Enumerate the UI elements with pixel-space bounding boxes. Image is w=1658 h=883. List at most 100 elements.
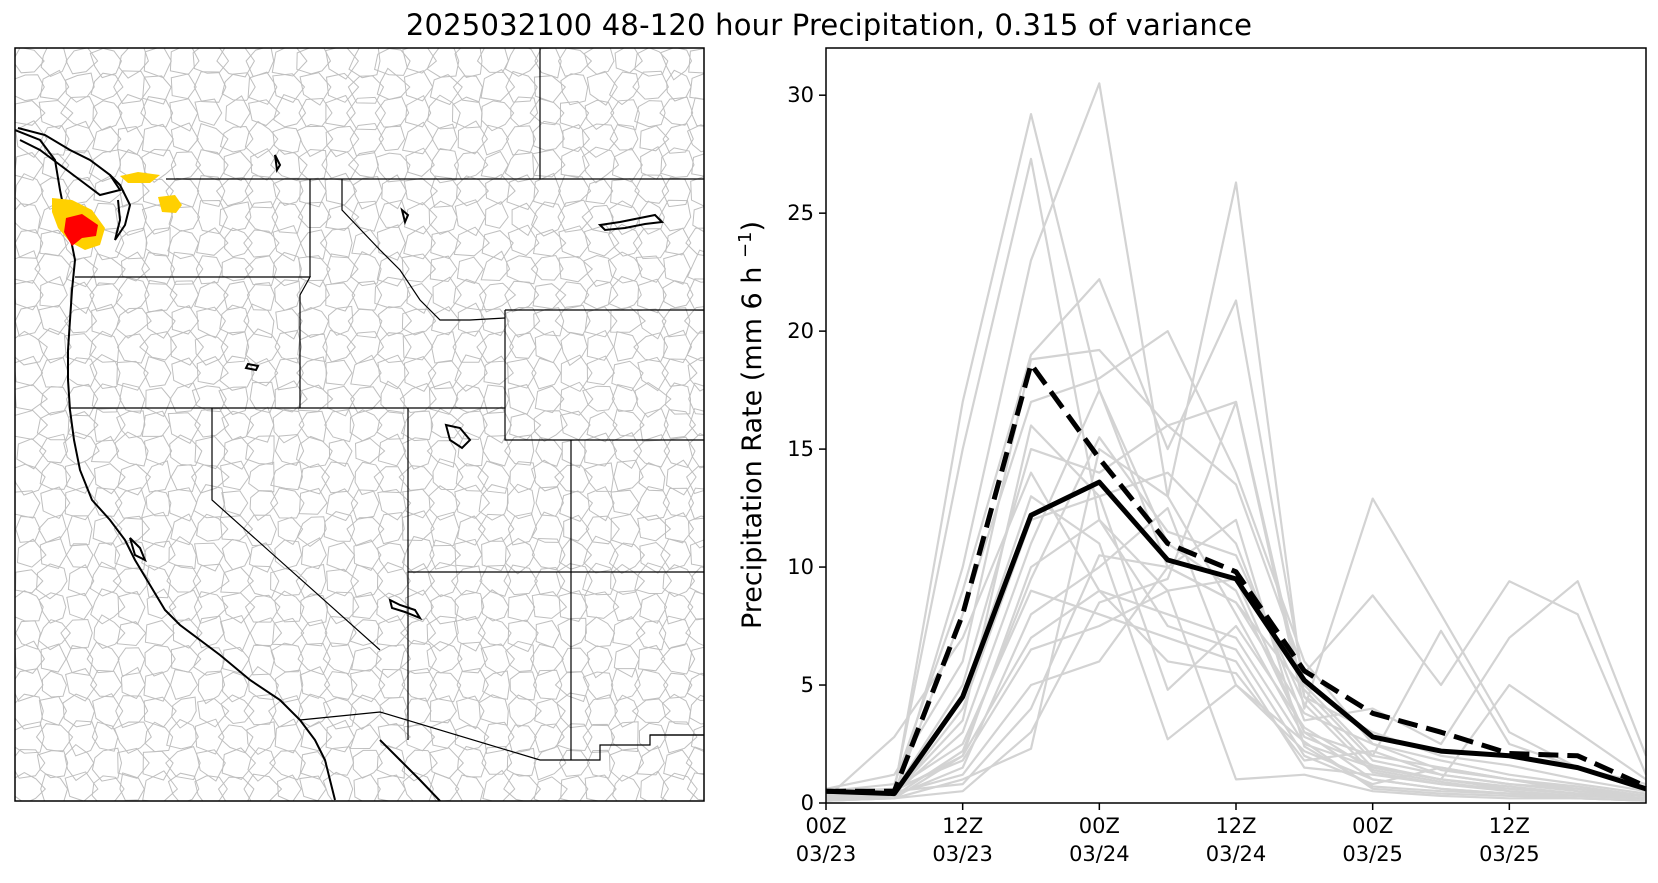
basin-outline [559, 100, 590, 130]
basin-outline [663, 749, 693, 781]
basin-outline [402, 771, 434, 801]
basin-outline [685, 227, 704, 256]
basin-outline [323, 671, 358, 700]
basin-outline [398, 465, 434, 491]
basin-outline [555, 563, 593, 596]
basin-outline [456, 668, 489, 702]
basin-outline [35, 563, 68, 600]
basin-outline [64, 771, 99, 801]
basin-outline [353, 774, 381, 801]
basin-outline [274, 433, 305, 466]
basin-outline [481, 745, 513, 775]
basin-outline [248, 461, 275, 493]
y-tick-label: 25 [787, 201, 814, 225]
basin-outline [15, 620, 41, 650]
basin-outline [380, 380, 405, 415]
basin-outline [275, 308, 303, 340]
basin-outline [37, 619, 71, 651]
basin-outline [145, 564, 172, 599]
basin-outline [585, 515, 620, 545]
basin-outline [90, 435, 120, 463]
basin-outline [612, 615, 646, 647]
basin-outline [637, 644, 666, 672]
basin-outline [297, 642, 331, 676]
basin-outline [479, 564, 512, 597]
basin-outline [60, 618, 93, 650]
basin-outline [404, 94, 432, 128]
basin-outline [247, 71, 278, 105]
basin-outline [663, 329, 693, 364]
basin-outline [248, 542, 276, 573]
basin-outline [453, 226, 490, 257]
basin-outline [324, 615, 357, 648]
basin-outline [585, 178, 614, 205]
basin-outline [531, 537, 566, 571]
basin-outline [453, 151, 489, 181]
basin-outline [193, 71, 227, 103]
basin-outline [479, 282, 517, 313]
basin-outline [506, 174, 539, 211]
basin-outline [531, 459, 565, 492]
basin-outline [146, 588, 177, 620]
basin-outline [374, 48, 411, 76]
basin-outline [454, 384, 485, 413]
basin-outline [245, 48, 275, 78]
ensemble-member-line-8 [825, 471, 1648, 800]
basin-outline [608, 71, 640, 106]
basin-outline [562, 123, 591, 153]
basin-outline [403, 724, 436, 752]
basin-outline [428, 380, 459, 415]
basin-outline [349, 694, 385, 731]
basin-outline [300, 619, 328, 647]
basin-outline [689, 539, 704, 567]
basin-outline [196, 749, 226, 782]
x-tick-label-time: 00Z [1352, 814, 1393, 838]
basin-outline [298, 255, 331, 288]
basin-outline [15, 693, 44, 730]
x-tick-label-time: 12Z [1215, 814, 1256, 838]
basin-outline [505, 306, 541, 338]
basin-outline [608, 275, 642, 310]
basin-outline [586, 645, 613, 679]
basin-outline [41, 125, 70, 156]
basin-outline [115, 276, 150, 314]
basin-outline [507, 358, 537, 389]
x-tick-label-time: 00Z [1079, 814, 1120, 838]
basin-outline [509, 671, 537, 701]
basin-outline [685, 465, 704, 495]
basin-outline [297, 333, 328, 363]
basin-outline [582, 671, 614, 701]
basin-outline [222, 671, 249, 703]
basin-outline [554, 304, 591, 337]
basin-outline [190, 464, 230, 494]
basin-outline [377, 306, 413, 337]
basin-outline [145, 387, 172, 418]
basin-outline [688, 487, 704, 520]
basin-outline [404, 697, 432, 728]
basin-outline [631, 698, 671, 724]
basin-outline [244, 201, 279, 235]
x-tick-label-time: 12Z [1489, 814, 1530, 838]
basin-outline [506, 483, 535, 520]
basin-outline [274, 357, 304, 391]
basin-outline [533, 776, 568, 801]
basin-outline [608, 542, 646, 574]
basin-outline [661, 358, 698, 387]
basin-outline [91, 303, 121, 338]
basin-outline [559, 490, 594, 523]
basin-outline [426, 641, 463, 674]
basin-outline [454, 484, 491, 519]
basin-outline [687, 646, 704, 676]
basin-outline [91, 383, 122, 413]
basin-outline [686, 330, 704, 362]
basin-outline [192, 48, 230, 74]
basin-outline [215, 176, 254, 207]
basin-outline [507, 384, 536, 415]
basin-outline [41, 670, 67, 698]
basin-outline [222, 646, 250, 674]
precip-highlight-moderate-3 [120, 172, 160, 183]
basin-outline [559, 381, 594, 416]
basin-outline [428, 200, 458, 235]
basin-outline [216, 48, 255, 78]
basin-outline [451, 408, 488, 441]
